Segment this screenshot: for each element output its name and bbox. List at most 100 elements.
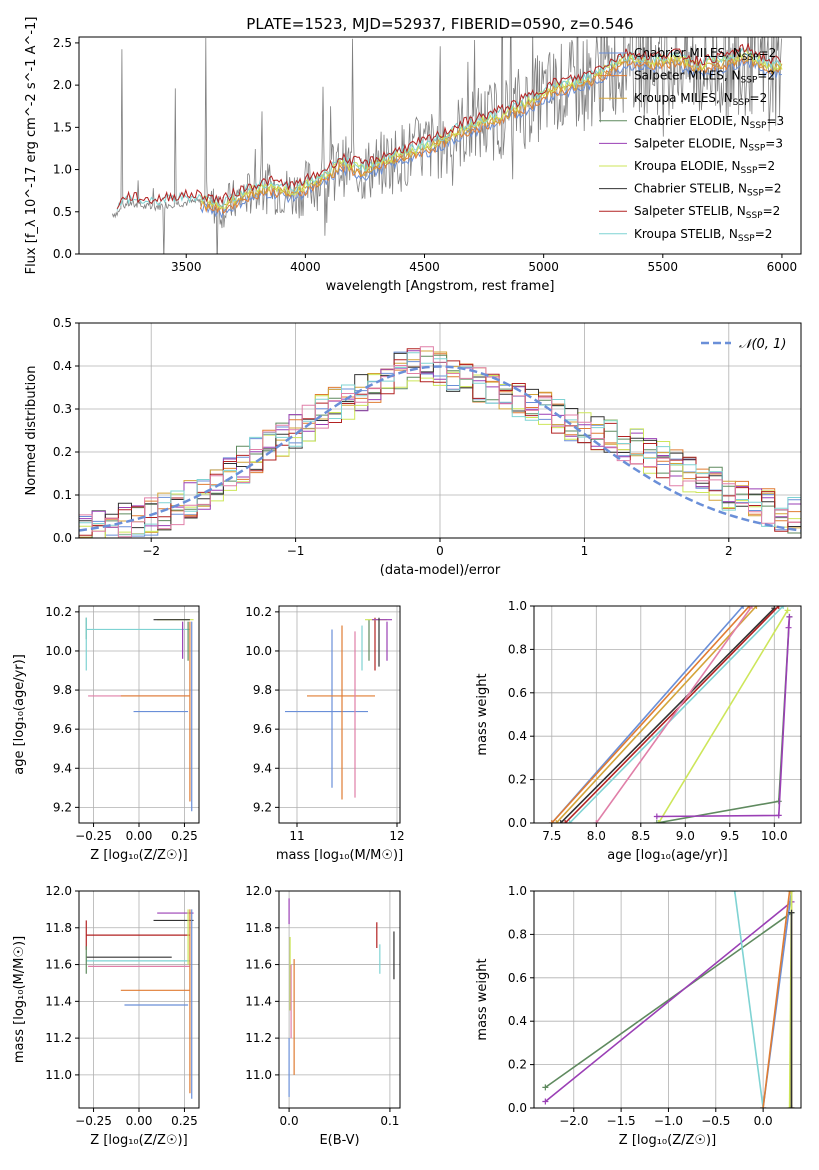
spectrum-panel: 3500 4000 4500 5000 5500 6000 0.0 0.5 1.0 1.5 2.0 2…: [24, 17, 802, 294]
y-tick-label: 1.0: [508, 599, 527, 613]
weight-line-salpeter_miles: [551, 606, 750, 823]
y-tick-label: 9.8: [253, 683, 272, 697]
legend-entry: 𝒩(0, 1): [739, 337, 786, 352]
y-axis-label: mass weight: [475, 958, 490, 1040]
legend-suffix: =2: [757, 159, 775, 173]
x-tick-label: 0.1: [380, 1114, 399, 1128]
axes-frame: [78, 36, 802, 255]
weight-marker: [553, 820, 560, 823]
y-tick-label: 0.8: [508, 642, 527, 656]
model-spectrum-salpeter_miles: [200, 54, 783, 215]
age-vs-mass-panel: 11 12 9.2 9.4 9.6 9.8 10.0 10.2 mass [log₁₀(M/M☉…: [245, 605, 404, 863]
y-tick-label: 0.5: [53, 316, 72, 330]
weight-marker: [775, 812, 782, 819]
histogram-salpeter_miles: [79, 353, 801, 538]
legend-suffix: =2: [750, 91, 768, 105]
weight-marker: [786, 891, 793, 894]
weight-line-kroupa_elodie: [657, 609, 789, 823]
x-tick-label: 3500: [171, 260, 202, 274]
y-tick-label: 11.0: [45, 1068, 72, 1082]
axes-frame: [533, 605, 802, 824]
y-tick-label: 0.6: [508, 686, 527, 700]
weight-line-salpeter_elodie: [544, 901, 793, 1103]
x-axis-label: wavelength [Angstrom, rest frame]: [326, 279, 555, 294]
y-tick-label: 0.4: [53, 359, 72, 373]
weight-marker: [788, 1105, 795, 1108]
y-tick-label: 11.8: [45, 921, 72, 935]
y-tick-label: 11.6: [245, 958, 272, 972]
x-axis-label: age [log₁₀(age/yr)]: [607, 848, 728, 863]
x-tick-label: −0.25: [75, 1114, 112, 1128]
x-tick-label: 9.5: [720, 829, 739, 843]
data-spectrum: [112, 37, 782, 254]
x-axis-label: (data-model)/error: [380, 563, 501, 578]
weight-marker: [542, 1098, 549, 1105]
y-axis-label: Flux [f_λ 10^-17 erg cm^-2 s^-1 A^-1]: [24, 17, 39, 275]
y-tick-label: 0.6: [508, 971, 527, 985]
y-tick-label: 0.4: [508, 1014, 527, 1028]
y-tick-label: 9.6: [53, 722, 72, 736]
legend-suffix: =3: [765, 136, 783, 150]
legend-suffix: =2: [763, 204, 781, 218]
y-tick-label: 0.0: [508, 1101, 527, 1115]
x-tick-label: 0.25: [171, 829, 198, 843]
weight-marker: [753, 606, 760, 609]
legend-suffix: =2: [764, 182, 782, 196]
y-tick-label: 9.6: [253, 722, 272, 736]
weight-marker: [542, 1084, 549, 1091]
y-tick-label: 11.2: [45, 1031, 72, 1045]
y-tick-label: 9.4: [253, 761, 272, 775]
y-tick-label: 1.0: [53, 163, 72, 177]
legend-entry: Chabrier STELIB, NSSP=2: [634, 182, 782, 199]
legend-entry: Kroupa STELIB, NSSP=2: [634, 227, 772, 244]
legend-sub: SSP: [733, 98, 750, 108]
weight-marker: [788, 909, 795, 916]
y-tick-label: 0.0: [508, 816, 527, 830]
weight-marker: [562, 820, 569, 823]
x-tick-label: 5000: [528, 260, 559, 274]
legend-name: Salpeter MILES, N: [634, 69, 741, 83]
y-tick-label: 0.4: [508, 729, 527, 743]
x-axis-label: E(B-V): [319, 1133, 359, 1148]
y-tick-label: 12.0: [45, 884, 72, 898]
x-tick-label: 0.25: [171, 1114, 198, 1128]
weight-marker: [731, 891, 738, 894]
legend-name: Chabrier ELODIE, N: [634, 114, 750, 128]
legend-name: Salpeter ELODIE, N: [634, 136, 748, 150]
y-tick-label: 0.1: [53, 488, 72, 502]
plot-area: [85, 909, 194, 1099]
y-tick-label: 9.2: [253, 800, 272, 814]
legend-sub: SSP: [750, 121, 767, 131]
weight-marker: [655, 820, 662, 823]
weight-marker: [784, 607, 791, 614]
weight-marker: [775, 606, 782, 609]
x-tick-label: −1.5: [607, 1114, 636, 1128]
weight-marker: [653, 813, 660, 820]
age-vs-metallicity-panel: −0.25 0.00 0.25 9.2 9.4 9.6 9.8 10.0 10.2 Z [log₁…: [12, 605, 200, 863]
x-tick-label: 0.00: [126, 1114, 153, 1128]
plot-area: [548, 606, 793, 823]
x-tick-label: −1: [287, 544, 305, 558]
legend-sub: SSP: [748, 143, 765, 153]
legend-entry: Salpeter STELIB, NSSP=2: [634, 204, 780, 221]
y-tick-label: 9.4: [53, 761, 72, 775]
legend-suffix: =3: [766, 114, 784, 128]
legend-suffix: =2: [759, 46, 777, 60]
plot-area: [79, 346, 801, 538]
legend-sub: SSP: [741, 76, 758, 86]
y-tick-label: 1.5: [53, 120, 72, 134]
weight-line-pink: [595, 606, 753, 823]
y-tick-label: 2.0: [53, 78, 72, 92]
normal-curve: [79, 365, 801, 532]
y-tick-label: 10.0: [45, 644, 72, 658]
weight-line-salpeter_stelib: [564, 606, 780, 823]
x-tick-label: 10.0: [761, 829, 788, 843]
legend-name: Chabrier STELIB, N: [634, 182, 747, 196]
y-axis-label: mass [log₁₀(M/M☉)]: [12, 936, 27, 1063]
x-tick-label: 0.00: [126, 829, 153, 843]
y-tick-label: 11.8: [245, 921, 272, 935]
legend-sub: SSP: [738, 234, 755, 244]
y-tick-label: 0.2: [53, 445, 72, 459]
weight-marker: [760, 1105, 767, 1108]
weight-line-kroupa_stelib: [733, 891, 764, 1108]
